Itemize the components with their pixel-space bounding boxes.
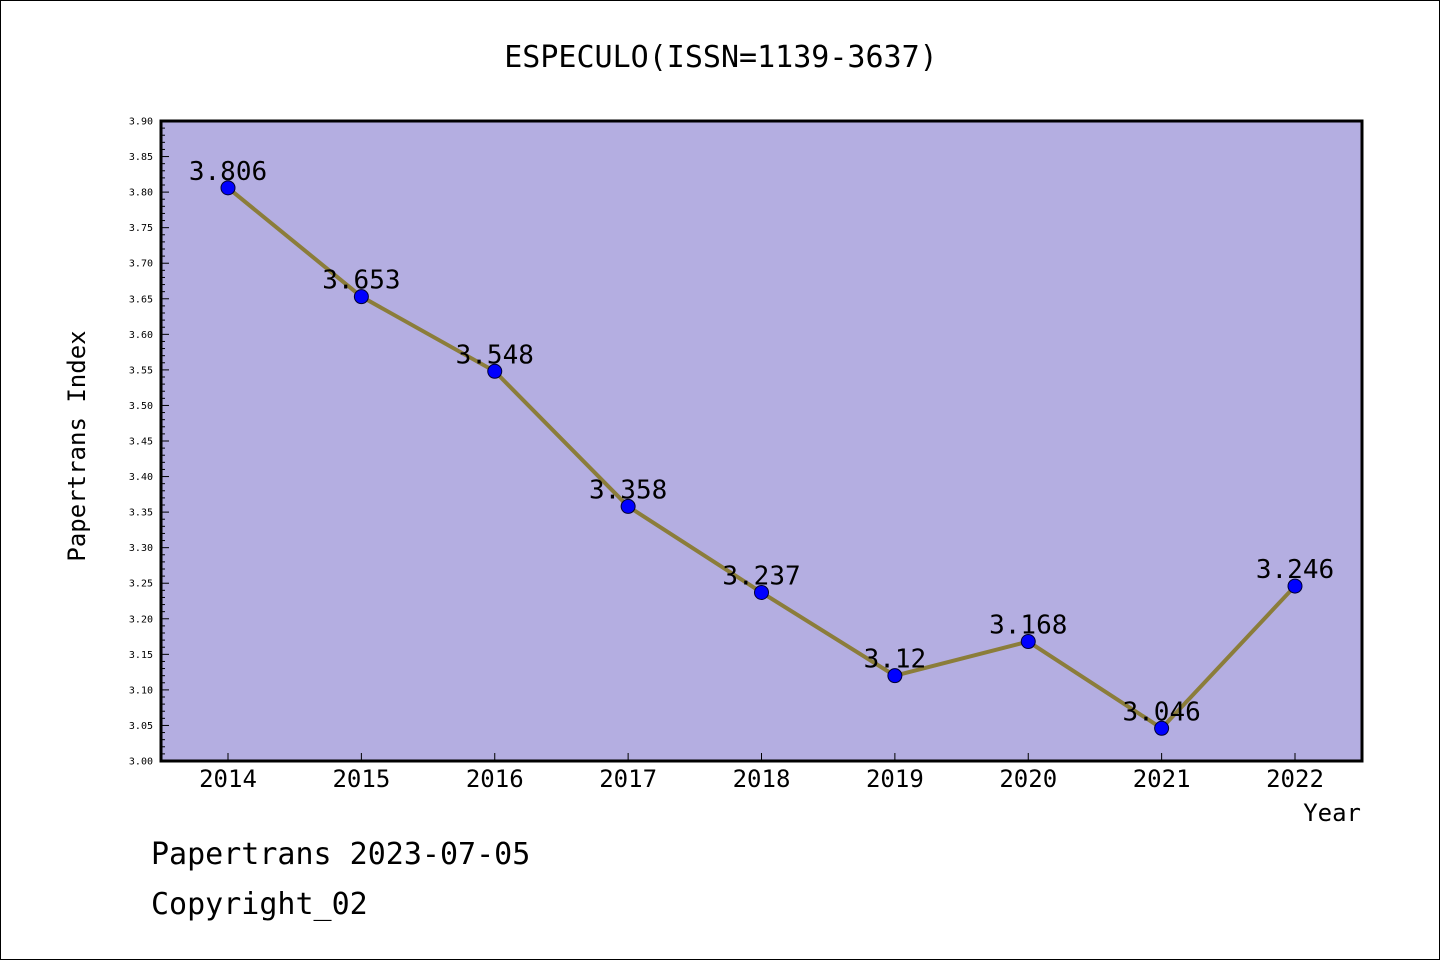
data-point — [1154, 720, 1170, 736]
data-label: 3.237 — [722, 561, 800, 591]
y-tick-label: 3.30 — [129, 543, 153, 554]
data-point — [887, 668, 903, 684]
data-label: 3.168 — [989, 611, 1067, 641]
footer-copyright: Copyright_02 — [151, 887, 368, 922]
y-tick-label: 3.25 — [129, 579, 153, 590]
y-axis-ticks: 3.00 3.05 3.10 3.15 3.20 3.25 3.30 3.35 3.40 3.45… — [129, 117, 169, 768]
chart-title: ESPECULO(ISSN=1139-3637) — [504, 40, 937, 75]
x-tick-label: 2020 — [999, 765, 1057, 793]
y-tick-label: 3.15 — [129, 650, 153, 661]
x-tick-label: 2014 — [199, 765, 257, 793]
plot-area — [159, 119, 1364, 763]
y-tick-label: 3.90 — [129, 117, 153, 128]
y-tick-label: 3.40 — [129, 472, 153, 483]
y-tick-label: 3.05 — [129, 721, 153, 732]
data-point — [1287, 578, 1303, 594]
data-label: 3.548 — [456, 340, 534, 370]
y-tick-label: 3.60 — [129, 330, 153, 341]
y-tick-label: 3.00 — [129, 757, 153, 768]
y-tick-label: 3.70 — [129, 259, 153, 270]
x-tick-label: 2018 — [733, 765, 791, 793]
x-axis-label: Year — [1303, 799, 1361, 827]
data-point — [353, 289, 369, 305]
y-tick-label: 3.80 — [129, 188, 153, 199]
x-tick-label: 2022 — [1266, 765, 1324, 793]
y-tick-label: 3.45 — [129, 437, 153, 448]
y-tick-label: 3.10 — [129, 685, 153, 696]
y-tick-label: 3.65 — [129, 294, 153, 305]
x-tick-label: 2016 — [466, 765, 524, 793]
data-point — [754, 584, 769, 600]
data-point — [1020, 634, 1036, 650]
data-point — [220, 180, 236, 196]
data-label: 3.046 — [1122, 697, 1200, 727]
data-point — [620, 498, 636, 514]
y-tick-label: 3.85 — [129, 152, 153, 163]
data-label: 3.246 — [1256, 555, 1334, 585]
y-tick-label: 3.20 — [129, 614, 153, 625]
data-label: 3.806 — [189, 157, 267, 187]
series-layer: 3.806 3.653 3.548 3.358 3.237 3.12 3.168 3.046 3… — [189, 157, 1334, 736]
y-tick-label: 3.75 — [129, 223, 153, 234]
y-tick-label: 3.35 — [129, 508, 153, 519]
x-tick-label: 2019 — [866, 765, 924, 793]
data-label: 3.12 — [864, 645, 927, 675]
data-label: 3.653 — [322, 266, 400, 296]
data-point — [487, 363, 503, 379]
data-label: 3.358 — [589, 475, 667, 505]
x-tick-label: 2021 — [1133, 765, 1191, 793]
x-axis-ticks: 2014 2015 2016 2017 2018 2019 2020 2021 2022 — [199, 753, 1324, 793]
x-tick-label: 2015 — [332, 765, 390, 793]
x-tick-label: 2017 — [599, 765, 657, 793]
y-tick-label: 3.50 — [129, 401, 153, 412]
footer-date: Papertrans 2023-07-05 — [151, 837, 530, 872]
y-tick-label: 3.55 — [129, 365, 153, 376]
y-axis-label: Papertrans Index — [63, 330, 91, 561]
